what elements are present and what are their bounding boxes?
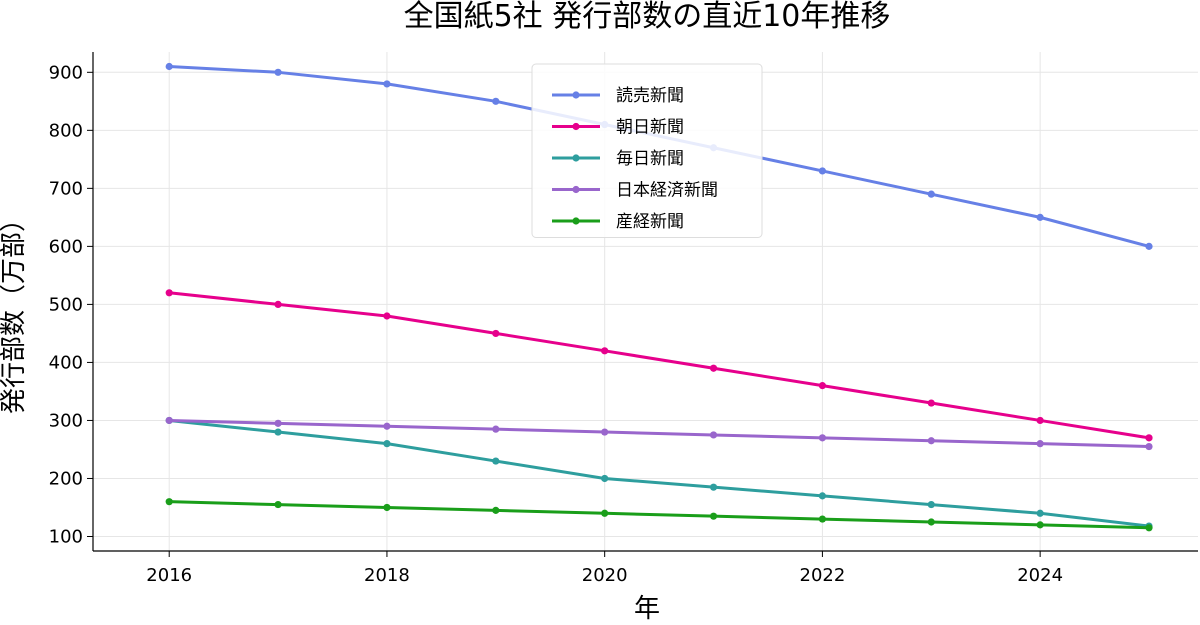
- data-point: [1145, 524, 1153, 532]
- data-point: [601, 509, 609, 517]
- data-point: [1036, 521, 1044, 529]
- data-point: [492, 425, 500, 433]
- legend-swatch-marker: [572, 91, 580, 99]
- data-point: [383, 440, 391, 448]
- legend-label: 産経新聞: [616, 212, 684, 232]
- data-point: [709, 364, 718, 372]
- legend-swatch-marker: [572, 154, 580, 162]
- data-point: [274, 428, 282, 436]
- x-tick-label: 2024: [1017, 565, 1063, 586]
- y-tick-label: 800: [49, 120, 83, 141]
- legend-swatch-marker: [572, 122, 580, 131]
- data-point: [1036, 213, 1044, 221]
- data-point: [1036, 509, 1044, 517]
- y-tick-label: 900: [49, 62, 83, 83]
- y-tick-label: 300: [49, 410, 83, 431]
- series-5: [165, 498, 1153, 532]
- data-point: [709, 483, 718, 491]
- data-point: [601, 474, 609, 483]
- legend-item: 読売新聞: [552, 86, 684, 106]
- legend-swatch-marker: [572, 217, 580, 225]
- data-point: [1036, 440, 1044, 448]
- y-tick-label: 100: [49, 526, 83, 547]
- data-point: [818, 492, 827, 500]
- legend-label: 朝日新聞: [616, 118, 684, 138]
- data-point: [492, 329, 500, 338]
- data-point: [165, 416, 173, 425]
- x-tick-label: 2018: [364, 565, 410, 586]
- data-point: [927, 518, 935, 526]
- series-line: [167, 500, 1151, 530]
- data-point: [601, 347, 609, 355]
- y-tick-label: 600: [49, 236, 83, 257]
- data-point: [601, 428, 609, 436]
- x-tick-label: 2016: [146, 565, 192, 586]
- legend-swatch-marker: [572, 185, 580, 194]
- data-point: [492, 97, 500, 105]
- data-point: [274, 300, 282, 309]
- series-4: [165, 416, 1153, 451]
- data-point: [818, 167, 827, 175]
- data-point: [818, 515, 827, 523]
- data-point: [165, 289, 173, 297]
- legend-box: [531, 63, 763, 238]
- data-point: [383, 422, 391, 430]
- series-2: [165, 289, 1153, 442]
- data-point: [927, 437, 935, 445]
- axes: [87, 52, 1198, 557]
- y-tick-label: 500: [49, 294, 83, 315]
- data-point: [383, 503, 391, 512]
- data-point: [492, 457, 500, 465]
- data-point: [927, 190, 935, 198]
- data-point: [709, 512, 718, 520]
- x-axis-label: 年: [634, 594, 660, 624]
- data-point: [1145, 242, 1153, 250]
- tick-labels: 100 200 300 400 500 600 700 800 900 2016 2018 2020 2…: [49, 62, 1063, 586]
- x-tick-label: 2022: [800, 565, 846, 586]
- legend-label: 毎日新聞: [616, 149, 684, 169]
- series-3: [165, 416, 1153, 530]
- y-tick-label: 400: [49, 352, 83, 373]
- data-point: [927, 500, 935, 509]
- data-point: [274, 68, 282, 76]
- y-tick-label: 200: [49, 468, 83, 489]
- y-tick-label: 700: [49, 178, 83, 199]
- legend-item: 日本経済新聞: [552, 181, 718, 201]
- data-point: [927, 399, 935, 407]
- data-point: [383, 80, 391, 88]
- data-point: [383, 312, 391, 320]
- data-point: [709, 431, 718, 439]
- legend-item: 朝日新聞: [552, 118, 684, 138]
- y-axis-label: 発行部数（万部）: [0, 206, 29, 414]
- data-point: [1145, 442, 1153, 451]
- legend-item: 産経新聞: [552, 212, 684, 232]
- data-point: [492, 506, 500, 514]
- series-line: [167, 291, 1151, 440]
- legend-item: 毎日新聞: [552, 149, 684, 169]
- legend-label: 読売新聞: [616, 86, 684, 106]
- data-point: [274, 500, 282, 509]
- legend-label: 日本経済新聞: [616, 181, 718, 201]
- data-point: [1145, 434, 1153, 442]
- x-tick-label: 2020: [582, 565, 628, 586]
- series-line: [167, 418, 1151, 528]
- series-line: [167, 418, 1151, 449]
- data-point: [818, 382, 827, 390]
- chart-title: 全国紙5社 発行部数の直近10年推移: [404, 0, 891, 34]
- data-point: [818, 434, 827, 442]
- data-point: [1036, 416, 1044, 425]
- data-point: [165, 498, 173, 506]
- data-point: [165, 62, 173, 71]
- data-point: [274, 419, 282, 427]
